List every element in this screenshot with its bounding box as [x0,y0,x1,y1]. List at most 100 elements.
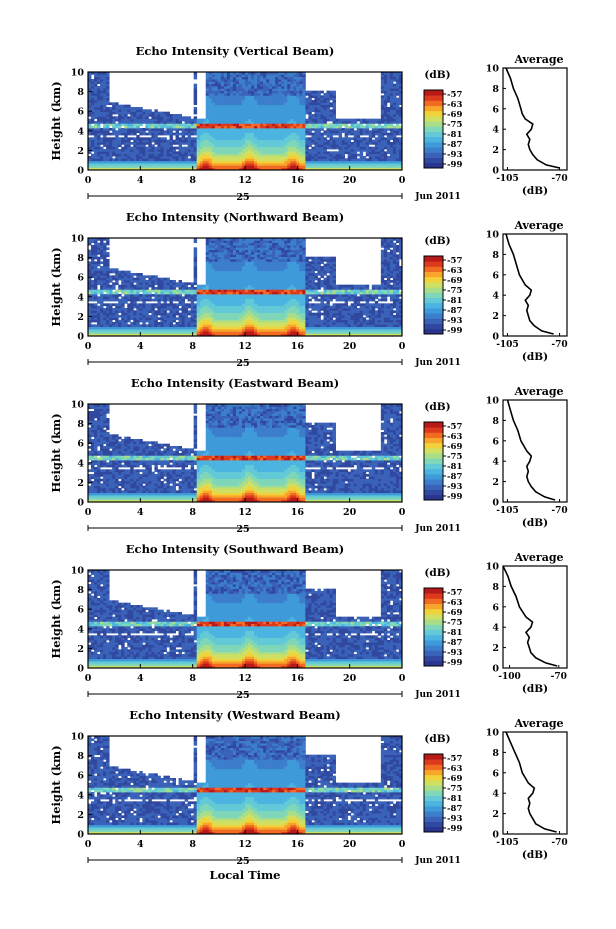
heatmap-cell [100,240,104,244]
heatmap-cell [202,165,207,169]
heatmap-cell [238,135,243,138]
heatmap-cell [106,310,110,314]
heatmap-cell [175,305,179,309]
heatmap-cell [266,97,270,101]
heatmap-cell [193,149,198,152]
heatmap-cell [308,118,312,122]
heatmap-cell [305,165,309,169]
heatmap-cell [275,128,279,131]
heatmap-cell [109,268,113,272]
heatmap-cell [178,308,182,311]
heatmap-cell [169,118,173,122]
heatmap-cell [154,123,158,127]
heatmap-cell [91,266,95,269]
heatmap-cell [214,329,219,332]
heatmap-cell [91,287,95,290]
heatmap-cell [103,242,107,246]
heatmap-cell [238,322,243,325]
heatmap-cell [317,151,321,155]
heatmap-cell [175,312,179,316]
heatmap-cell [232,72,237,75]
heatmap-cell [115,270,119,274]
heatmap-cell [94,247,98,251]
heatmap-cell [380,153,385,157]
heatmap-cell [395,160,400,164]
heatmap-cell [235,263,240,267]
heatmap-cell [100,88,104,92]
colorbar-swatch [424,126,443,132]
heatmap-cell [359,137,364,141]
heatmap-cell [229,93,234,96]
heatmap-cell [241,158,246,162]
heatmap-cell [100,287,104,290]
heatmap-cell [88,123,92,127]
heatmap-cell [181,160,186,164]
heatmap-cell [118,156,122,159]
heatmap-cell [353,163,358,166]
heatmap-cell [241,95,246,99]
heatmap-cell [335,125,339,129]
heatmap-cell [302,149,306,152]
heatmap-cell [281,81,285,85]
heatmap-cell [263,146,267,150]
heatmap-cell [118,151,122,155]
heatmap-cell [226,132,231,136]
heatmap-cell [199,315,204,318]
heatmap-cell [157,282,161,286]
heatmap-cell [329,167,333,171]
heatmap-cell [383,95,388,99]
heatmap-cell [100,331,104,335]
heatmap-cell [214,270,219,274]
heatmap-cell [133,137,137,141]
heatmap-cell [124,319,128,323]
heatmap-cell [254,125,258,129]
heatmap-cell [241,280,246,283]
heatmap-cell [211,331,216,335]
heatmap-cell [266,146,270,150]
heatmap-cell [172,118,176,122]
heatmap-cell [308,100,312,103]
heatmap-cell [94,329,98,332]
heatmap-cell [103,163,107,166]
heatmap-cell [136,118,140,122]
heatmap-cell [335,167,339,171]
heatmap-cell [160,116,164,120]
heatmap-cell [187,149,192,152]
heatmap-cell [202,135,207,138]
heatmap-cell [392,107,397,110]
heatmap-cell [260,144,264,148]
heatmap-cell [272,109,276,113]
heatmap-cell [136,287,140,290]
heatmap-cell [305,167,309,171]
heatmap-cell [302,146,306,150]
heatmap-cell [112,165,116,169]
heatmap-cell [365,137,370,141]
heatmap-cell [238,294,243,297]
heatmap-cell [154,329,158,332]
heatmap-cell [190,130,195,134]
heatmap-cell [317,97,321,101]
heatmap-cell [151,153,155,157]
heatmap-cell [175,160,179,164]
heatmap-cell [238,163,243,166]
heatmap-cell [377,163,382,166]
heatmap-cell [232,263,237,267]
heatmap-cell [97,305,101,309]
heatmap-cell [232,259,237,262]
heatmap-cell [211,254,216,258]
heatmap-cell [220,100,225,103]
heatmap-cell [365,153,370,157]
heatmap-cell [251,128,255,131]
heatmap-cell [103,303,107,307]
heatmap-cell [278,151,282,155]
heatmap-cell [214,315,219,318]
heatmap-cell [187,125,192,129]
heatmap-cell [223,301,228,304]
heatmap-cell [196,130,201,134]
heatmap-cell [208,93,213,96]
heatmap-cell [229,240,234,244]
heatmap-cell [91,137,95,141]
heatmap-cell [299,90,303,94]
heatmap-cell [130,130,134,134]
heatmap-cell [226,282,231,286]
